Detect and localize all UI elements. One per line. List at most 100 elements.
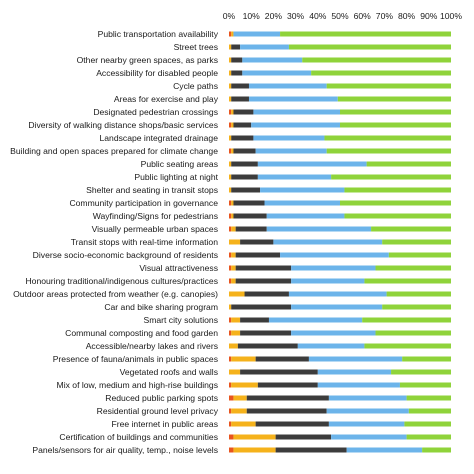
bar-segment-1 — [231, 31, 234, 37]
bar-segment-0 — [229, 382, 232, 388]
bar-row — [229, 343, 451, 349]
bar-segment-4 — [375, 330, 451, 336]
category-label: Mix of low, medium and high-rise buildin… — [57, 380, 218, 390]
bar-segment-3 — [240, 44, 289, 50]
bar-segment-0 — [229, 447, 234, 453]
category-label: Communal composting and food garden — [65, 328, 218, 338]
bar-segment-3 — [291, 278, 365, 284]
bar-segment-1 — [229, 44, 232, 50]
bar-segment-0 — [229, 122, 232, 128]
bar-segment-2 — [240, 369, 318, 375]
bar-segment-4 — [340, 109, 451, 115]
bar-segment-0 — [229, 408, 232, 414]
bar-segment-0 — [229, 317, 232, 323]
bar-segment-4 — [366, 161, 451, 167]
bar-row — [229, 83, 451, 89]
bar-segment-3 — [248, 96, 338, 102]
bar-segment-2 — [233, 213, 267, 219]
bar-row — [229, 421, 451, 427]
bar-row — [229, 70, 451, 76]
x-tick-label: 40% — [309, 11, 327, 21]
bar-row — [229, 434, 451, 440]
bar-segment-2 — [246, 408, 327, 414]
bar-segment-2 — [231, 83, 249, 89]
bar-row — [229, 252, 451, 258]
bar-segment-3 — [273, 239, 383, 245]
bar-segment-4 — [362, 317, 451, 323]
bar-segment-2 — [244, 291, 289, 297]
bar-segment-2 — [231, 44, 241, 50]
x-tick-label: 100% — [440, 11, 462, 21]
bar-segment-4 — [391, 369, 451, 375]
bar-segment-3 — [308, 356, 403, 362]
category-label: Free internet in public areas — [111, 419, 218, 429]
bar-segment-3 — [326, 408, 409, 414]
x-tick-label: 0% — [223, 11, 236, 21]
bar-row — [229, 174, 451, 180]
bar-segment-2 — [231, 174, 258, 180]
bar-segment-0 — [229, 330, 232, 336]
category-label: Visually permeable urban spaces — [92, 224, 218, 234]
bar-segment-4 — [406, 434, 451, 440]
bar-segment-4 — [406, 395, 451, 401]
bar-segment-2 — [235, 278, 292, 284]
bar-segment-2 — [237, 343, 298, 349]
bar-segment-3 — [248, 83, 327, 89]
bar-segment-1 — [231, 408, 247, 414]
bar-segment-1 — [229, 239, 241, 245]
bar-segment-3 — [331, 434, 407, 440]
bar-segment-1 — [229, 304, 232, 310]
bar-segment-2 — [231, 161, 258, 167]
bar-row — [229, 57, 451, 63]
bar-segment-3 — [242, 70, 312, 76]
bar-segment-1 — [231, 382, 258, 388]
bar-segment-4 — [399, 382, 451, 388]
bar-segment-3 — [328, 421, 405, 427]
bar-segment-4 — [331, 174, 451, 180]
bar-segment-3 — [268, 317, 363, 323]
bar-segment-1 — [229, 369, 241, 375]
category-label: Panels/sensors for air quality, temp., n… — [32, 445, 218, 455]
bar-segment-4 — [324, 135, 451, 141]
bar-segment-4 — [364, 343, 451, 349]
category-label: Accessible/nearby lakes and rivers — [86, 341, 218, 351]
category-label: Cycle paths — [173, 81, 218, 91]
bar-row — [229, 317, 451, 323]
bar-row — [229, 31, 451, 37]
bar-segment-4 — [371, 226, 451, 232]
bar-segment-3 — [328, 395, 407, 401]
bar-segment-4 — [326, 148, 451, 154]
bar-segment-2 — [233, 109, 254, 115]
bar-segment-4 — [386, 291, 451, 297]
bar-segment-4 — [326, 83, 451, 89]
bar-segment-4 — [311, 70, 451, 76]
category-label: Public seating areas — [141, 159, 218, 169]
bar-segment-3 — [257, 174, 332, 180]
bar-segment-1 — [231, 421, 256, 427]
bar-segment-1 — [233, 434, 276, 440]
bar-segment-3 — [233, 31, 281, 37]
bar-segment-0 — [229, 148, 232, 154]
bar-row — [229, 96, 451, 102]
bar-segment-3 — [291, 304, 383, 310]
category-label: Residential ground level privacy — [97, 406, 219, 416]
bar-segment-3 — [251, 122, 340, 128]
category-label: Shelter and seating in transit stops — [86, 185, 218, 195]
bar-row — [229, 187, 451, 193]
bar-segment-3 — [266, 226, 372, 232]
bar-segment-2 — [233, 200, 265, 206]
bar-segment-3 — [346, 447, 423, 453]
category-label: Community participation in governance — [69, 198, 218, 208]
x-tick-label: 50% — [331, 11, 349, 21]
bar-segment-4 — [382, 239, 451, 245]
bar-segment-1 — [231, 317, 241, 323]
bar-segment-0 — [229, 278, 232, 284]
bar-segment-1 — [231, 200, 234, 206]
bar-segment-0 — [229, 252, 232, 258]
bar-row — [229, 226, 451, 232]
bar-row — [229, 135, 451, 141]
bar-segment-4 — [340, 200, 451, 206]
bar-segment-3 — [266, 213, 345, 219]
bar-segment-0 — [229, 200, 232, 206]
category-label: Vegetated roofs and walls — [120, 367, 218, 377]
